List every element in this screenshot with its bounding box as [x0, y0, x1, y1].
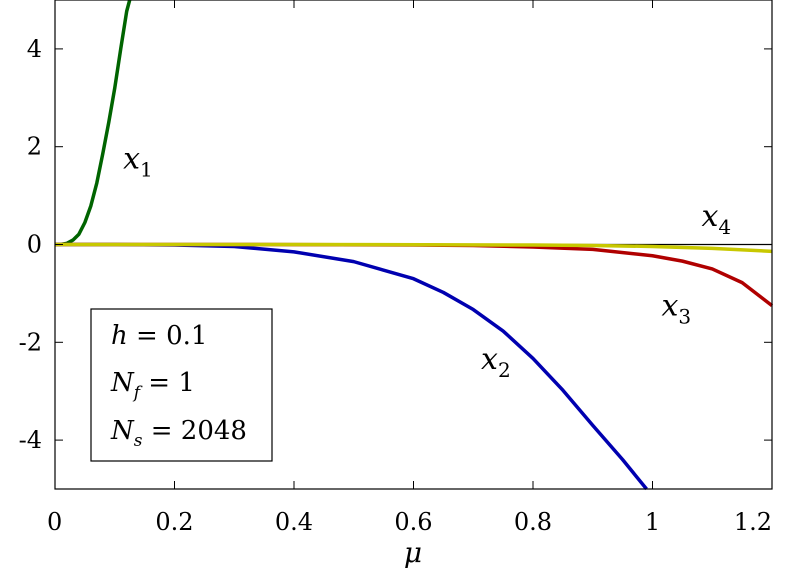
y-tick-label: -4: [19, 426, 42, 454]
series-line-x4: [55, 242, 773, 254]
series-line-x1: [54, 0, 132, 247]
x-tick-label: 0.2: [155, 508, 193, 536]
y-tick-label: 0: [27, 231, 42, 259]
x-tick-label: 0.8: [514, 508, 552, 536]
y-tick-label: 2: [27, 133, 42, 161]
x-tick-label: 1.2: [734, 508, 772, 536]
series-label-x4: x4: [701, 199, 731, 239]
x-tick-label: 0: [47, 508, 62, 536]
legend-line: h = 0.1: [111, 321, 207, 351]
x-tick-label: 0.4: [275, 508, 313, 536]
legend-box: [90, 308, 273, 462]
series-label-x1: x1: [123, 142, 153, 182]
series-label-x3: x3: [661, 288, 691, 328]
series-label-x2: x2: [481, 342, 511, 382]
legend-line: Nf = 1: [110, 368, 195, 403]
y-tick-label: -2: [19, 328, 42, 356]
x-tick-label: 1: [645, 508, 660, 536]
x-tick-label: 0.6: [394, 508, 432, 536]
x-axis-title: μ: [404, 536, 422, 568]
legend-line: Ns = 2048: [110, 416, 247, 451]
y-tick-label: 4: [27, 35, 42, 63]
